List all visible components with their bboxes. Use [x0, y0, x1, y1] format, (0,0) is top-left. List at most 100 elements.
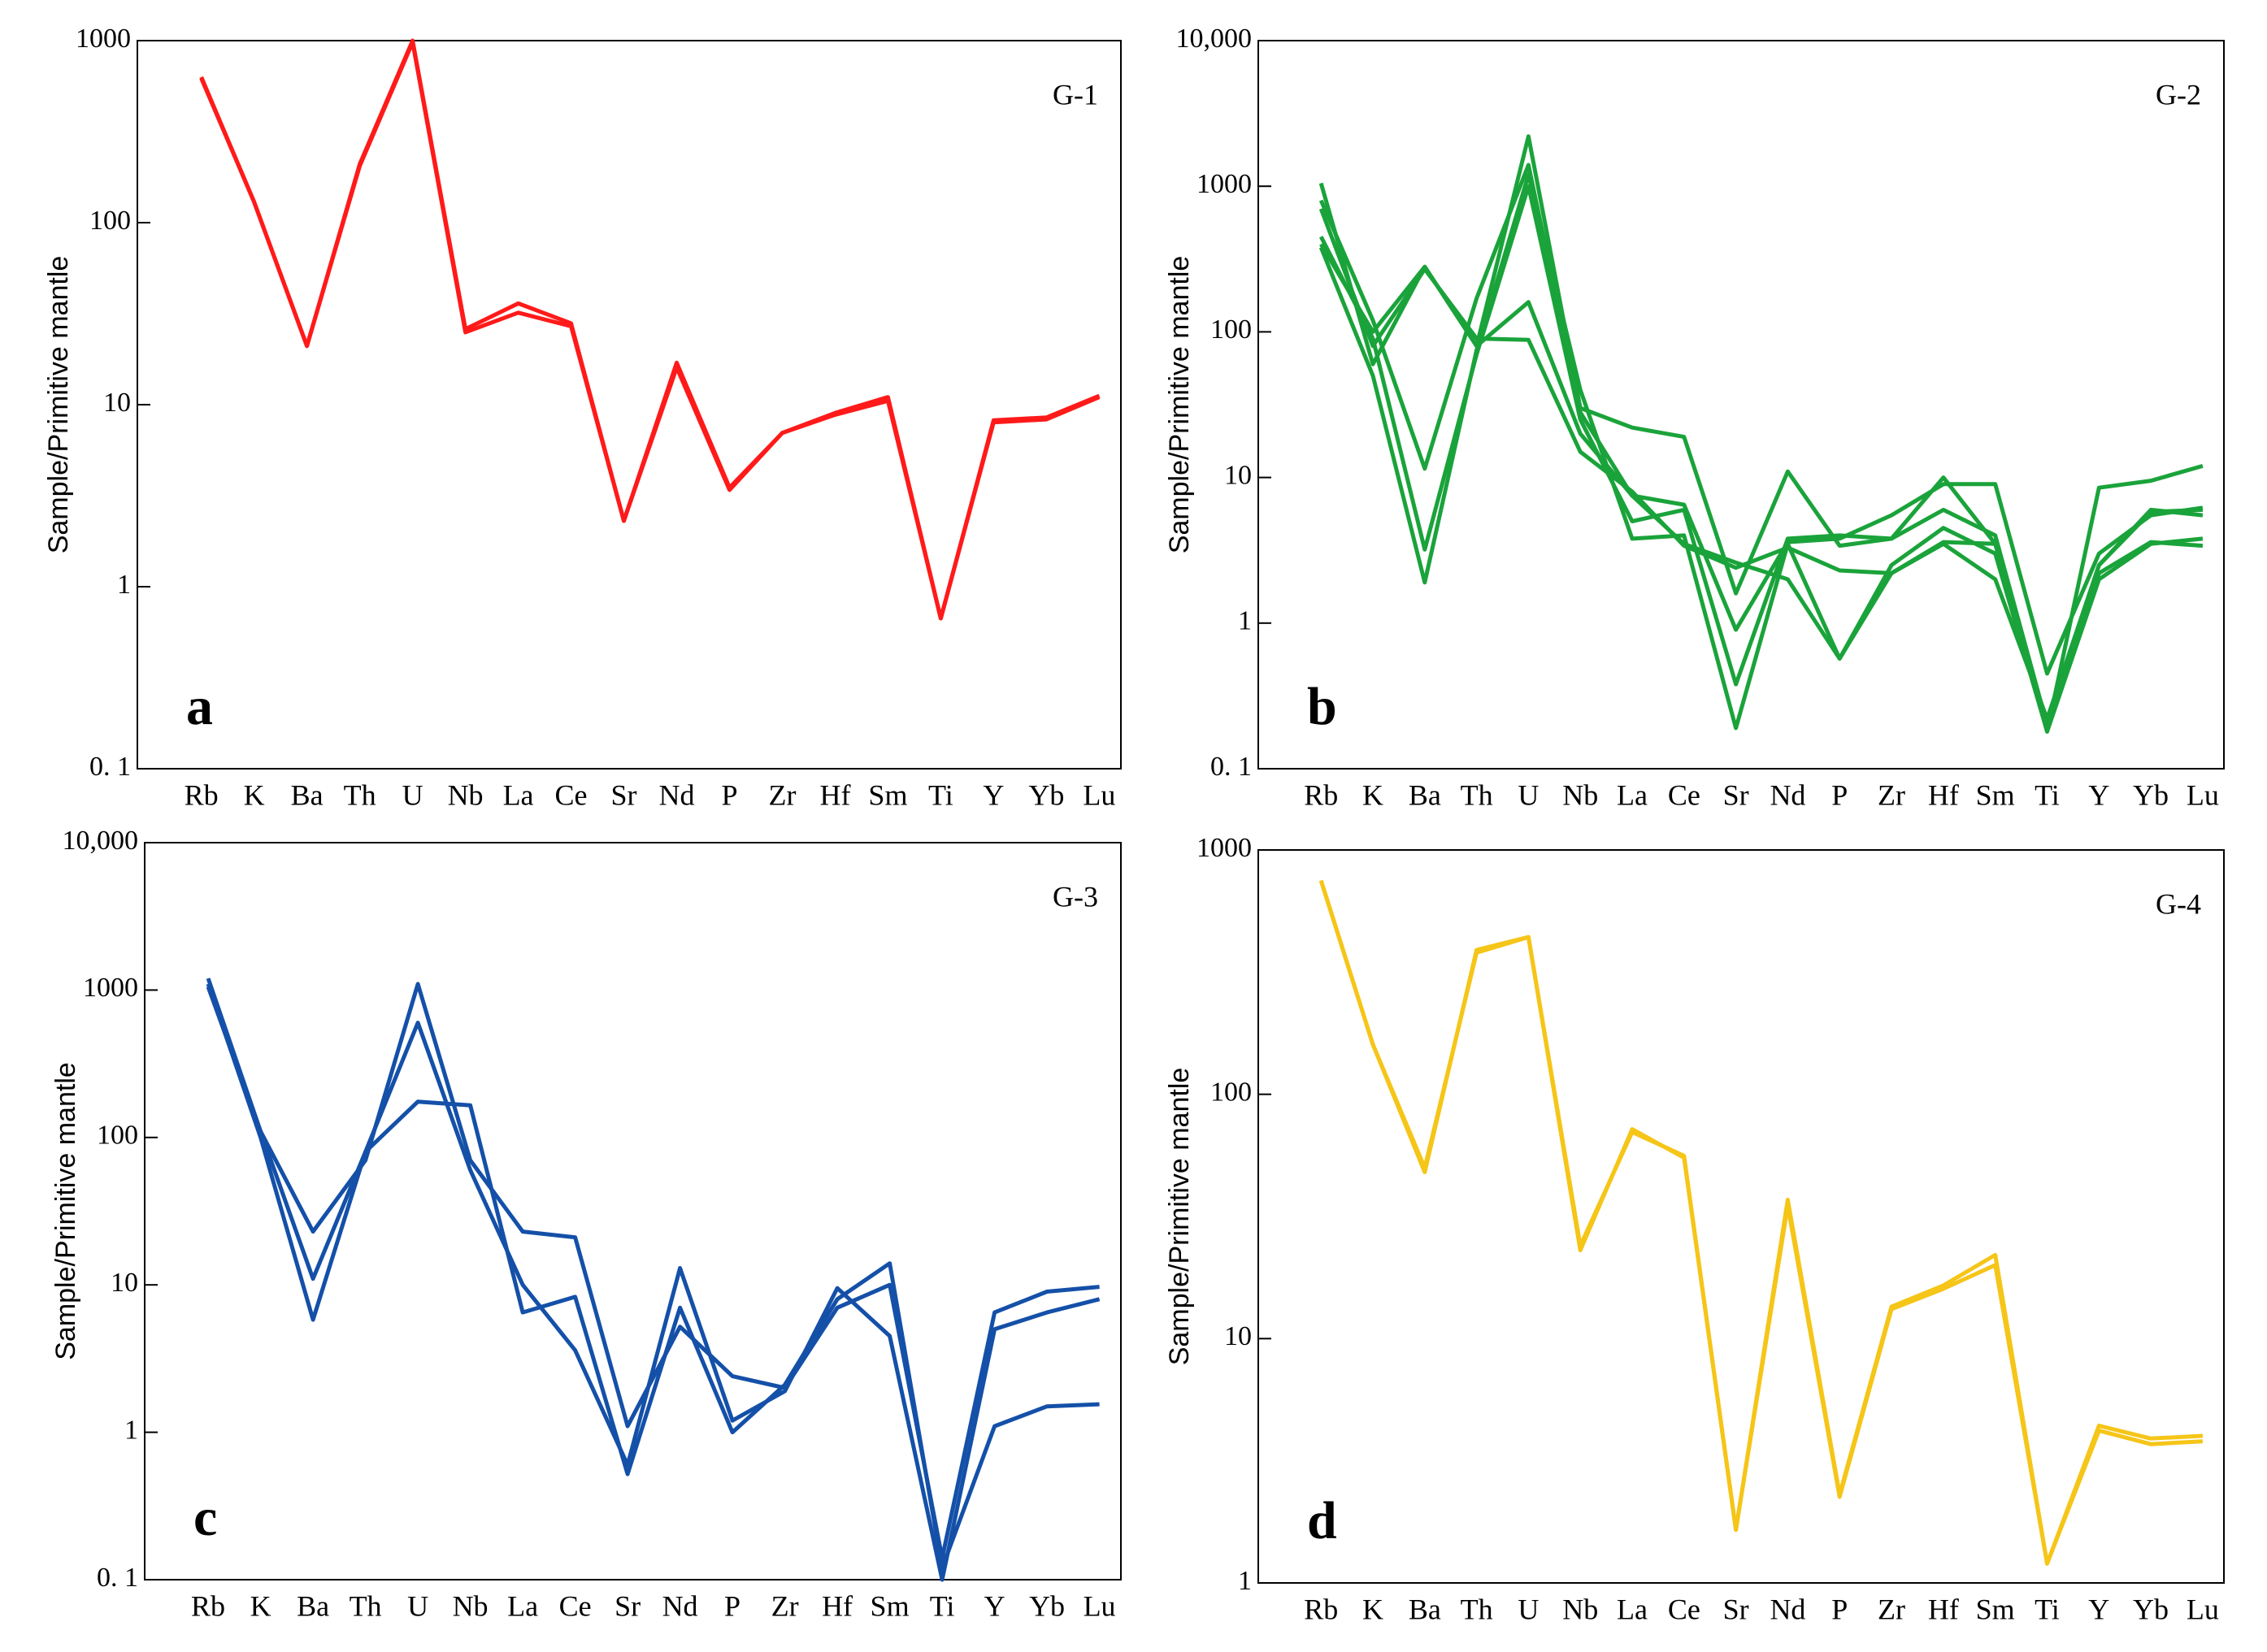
x-tick-label: Lu [2187, 1593, 2219, 1625]
y-tick-label: 10 [1224, 1321, 1252, 1351]
y-axis-label: Sample/Primitive mantle [1164, 256, 1195, 554]
x-tick-label: K [1362, 778, 1383, 811]
x-tick-label: La [503, 778, 534, 811]
x-tick-label: K [1362, 1593, 1383, 1625]
y-axis-label: Sample/Primitive mantle [1164, 1068, 1195, 1366]
y-tick-label: 1 [124, 1415, 138, 1445]
x-tick-label: Nb [1562, 778, 1598, 811]
x-tick-label: Nb [453, 1589, 489, 1622]
y-tick-label: 100 [1210, 314, 1252, 345]
series-line [1318, 879, 2204, 1566]
group-label: G-4 [2156, 887, 2201, 920]
group-label: G-2 [2156, 78, 2201, 111]
x-tick-label: K [250, 1589, 271, 1622]
x-tick-label: Sr [615, 1589, 641, 1622]
panel-letter: a [186, 677, 213, 736]
x-tick-label: Nd [659, 778, 695, 811]
x-tick-label: Yb [1029, 1589, 1065, 1622]
x-tick-label: Rb [1304, 778, 1338, 811]
x-tick-label: Sr [1723, 778, 1749, 811]
y-tick-label: 1000 [1196, 833, 1252, 863]
y-tick-label: 1 [1238, 606, 1252, 636]
x-tick-label: Zr [768, 778, 796, 811]
x-tick-label: Hf [1928, 1593, 1959, 1625]
x-tick-label: Sm [868, 778, 907, 811]
plot-frame [1257, 849, 2225, 1584]
y-tick-label: 100 [89, 206, 131, 236]
x-tick-label: Y [2088, 1593, 2109, 1625]
x-tick-label: Sm [1976, 778, 2015, 811]
x-tick-label: Rb [1304, 1593, 1338, 1625]
x-tick-label: Hf [822, 1589, 853, 1622]
x-tick-label: Rb [191, 1589, 225, 1622]
y-tick-label: 10 [103, 388, 131, 418]
x-tick-label: Lu [1083, 778, 1115, 811]
panel: 1 10 100 1000 Rb K Ba Th U Nb La Ce Sr Nd P Zr Hf Sm Ti Y Yb… [1164, 833, 2225, 1625]
series-line [1319, 243, 2204, 727]
series-line [1318, 172, 2204, 734]
x-tick-label: Th [350, 1589, 382, 1622]
x-tick-label: P [1831, 778, 1848, 811]
y-tick-label: 1000 [1196, 169, 1252, 199]
y-axis-label: Sample/Primitive mantle [50, 1062, 81, 1360]
x-tick-label: Ce [555, 778, 588, 811]
y-tick-label: 10,000 [1176, 24, 1253, 54]
x-tick-label: Zr [1878, 1593, 1905, 1625]
y-tick-label: 0. 1 [97, 1563, 138, 1593]
x-tick-label: Zr [771, 1589, 799, 1622]
x-tick-label: Ce [1668, 1593, 1700, 1625]
series-line [1318, 208, 2204, 722]
x-tick-label: Hf [1928, 778, 1959, 811]
x-tick-label: La [1617, 1593, 1648, 1625]
x-tick-label: Sr [1723, 1593, 1749, 1625]
x-tick-label: Ba [291, 778, 324, 811]
group-label: G-1 [1053, 78, 1098, 111]
x-tick-label: Sr [611, 778, 637, 811]
x-tick-label: Ti [2035, 1593, 2060, 1625]
x-tick-label: Nb [1562, 1593, 1598, 1625]
x-tick-label: Nd [1770, 778, 1805, 811]
x-tick-label: Yb [2133, 1593, 2169, 1625]
x-tick-label: Ce [559, 1589, 592, 1622]
group-label: G-3 [1053, 880, 1098, 913]
x-tick-label: Ti [930, 1589, 955, 1622]
x-tick-label: Ti [928, 778, 953, 811]
y-tick-label: 1000 [76, 24, 131, 54]
x-tick-label: Lu [2187, 778, 2219, 811]
x-tick-label: U [1518, 778, 1539, 811]
x-tick-label: Zr [1878, 778, 1905, 811]
y-tick-label: 100 [1210, 1077, 1252, 1107]
x-tick-label: Th [1461, 778, 1493, 811]
plot-frame [1257, 40, 2225, 770]
x-tick-label: Y [2088, 778, 2109, 811]
x-tick-label: K [244, 778, 265, 811]
x-tick-label: Th [1461, 1593, 1493, 1625]
panel-letter: b [1307, 677, 1337, 736]
series-line [199, 40, 1101, 621]
x-tick-label: Th [344, 778, 376, 811]
x-tick-label: Y [983, 778, 1004, 811]
y-tick-label: 1 [1238, 1566, 1252, 1596]
y-tick-label: 0. 1 [1210, 752, 1252, 782]
x-tick-label: Lu [1084, 1589, 1116, 1622]
series-line [1318, 879, 2204, 1566]
x-tick-label: Nd [662, 1589, 698, 1622]
y-tick-label: 100 [97, 1121, 138, 1151]
panel-letter: d [1307, 1491, 1337, 1550]
panel: 0. 1 1 10 100 1000 Rb K Ba Th U Nb La Ce Sr Nd P Zr Hf Sm T… [43, 24, 1122, 811]
y-tick-label: 1 [117, 570, 131, 600]
panel-letter: c [193, 1488, 217, 1547]
x-tick-label: U [402, 778, 423, 811]
x-tick-label: Nb [448, 778, 484, 811]
y-axis-label: Sample/Primitive mantle [43, 256, 74, 554]
plot-frame [137, 40, 1122, 770]
y-tick-label: 1000 [83, 973, 138, 1003]
y-tick-label: 10 [111, 1268, 138, 1298]
x-tick-label: Yb [1028, 778, 1064, 811]
x-tick-label: Nd [1770, 1593, 1805, 1625]
series-line [206, 986, 1100, 1571]
x-tick-label: La [1617, 778, 1648, 811]
x-tick-label: Hf [819, 778, 850, 811]
x-tick-label: Y [984, 1589, 1005, 1622]
